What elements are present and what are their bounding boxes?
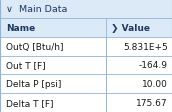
Text: Out T [F]: Out T [F]: [6, 61, 46, 70]
Bar: [0, 0, 172, 19]
Text: Name: Name: [6, 24, 35, 32]
Text: OutQ [Btu/h]: OutQ [Btu/h]: [6, 42, 63, 51]
Text: ❯ Value: ❯ Value: [111, 24, 150, 32]
Bar: [0, 56, 172, 75]
Text: 5.831E+5: 5.831E+5: [123, 42, 168, 51]
Text: 175.67: 175.67: [136, 98, 168, 107]
Bar: [0, 37, 172, 56]
Text: Delta T [F]: Delta T [F]: [6, 98, 53, 107]
Bar: [0, 93, 172, 112]
Text: ∨  Main Data: ∨ Main Data: [6, 5, 67, 14]
Text: -164.9: -164.9: [139, 61, 168, 70]
Bar: [0, 19, 172, 37]
Bar: [0, 75, 172, 93]
Text: 10.00: 10.00: [142, 80, 168, 88]
Text: Delta P [psi]: Delta P [psi]: [6, 80, 61, 88]
